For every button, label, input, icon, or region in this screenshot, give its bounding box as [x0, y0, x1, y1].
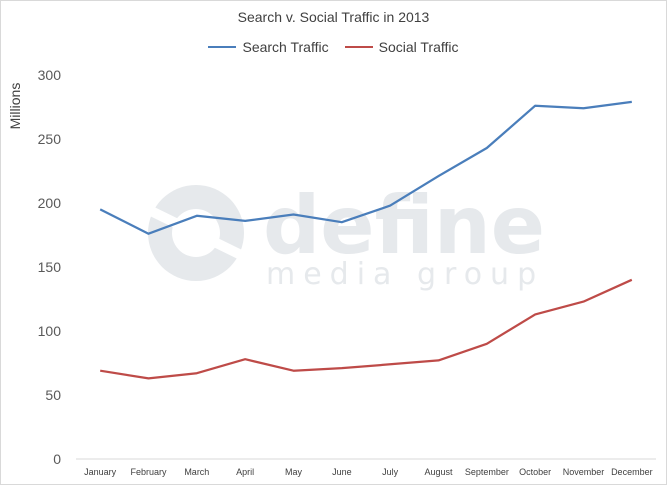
legend-item-social[interactable]: Social Traffic — [345, 39, 459, 55]
watermark-logo-icon — [148, 185, 244, 281]
y-tick-label: 150 — [38, 259, 62, 275]
legend-label-search: Search Traffic — [242, 39, 328, 55]
y-tick-label: 100 — [38, 323, 62, 339]
legend: Search Traffic Social Traffic — [1, 39, 666, 55]
x-tick-label-september: September — [465, 467, 509, 477]
series-line-social-traffic[interactable] — [100, 280, 632, 379]
x-tick-label-may: May — [285, 467, 303, 477]
x-tick-label-july: July — [382, 467, 399, 477]
x-axis-ticks: January February March April May June July Augu… — [84, 467, 652, 477]
watermark: define media group — [148, 179, 545, 292]
y-tick-label: 50 — [45, 387, 61, 403]
y-axis-title: Millions — [7, 83, 23, 130]
x-tick-label-august: August — [424, 467, 453, 477]
x-tick-label-october: October — [519, 467, 551, 477]
chart-title: Search v. Social Traffic in 2013 — [1, 9, 666, 25]
x-tick-label-june: June — [332, 467, 352, 477]
y-tick-label: 250 — [38, 131, 62, 147]
y-tick-label: 200 — [38, 195, 62, 211]
x-tick-label-november: November — [563, 467, 605, 477]
watermark-line2: media group — [266, 257, 544, 292]
x-tick-label-april: April — [236, 467, 254, 477]
legend-swatch-search — [208, 46, 236, 48]
y-tick-label: 300 — [38, 67, 62, 83]
x-tick-label-february: February — [130, 467, 167, 477]
legend-swatch-social — [345, 46, 373, 48]
y-tick-label: 0 — [53, 451, 61, 467]
y-axis-ticks: 0 50 100 150 200 250 300 — [38, 67, 62, 467]
x-tick-label-march: March — [184, 467, 209, 477]
x-tick-label-december: December — [611, 467, 653, 477]
legend-label-social: Social Traffic — [379, 39, 459, 55]
x-tick-label-january: January — [84, 467, 117, 477]
legend-item-search[interactable]: Search Traffic — [208, 39, 328, 55]
